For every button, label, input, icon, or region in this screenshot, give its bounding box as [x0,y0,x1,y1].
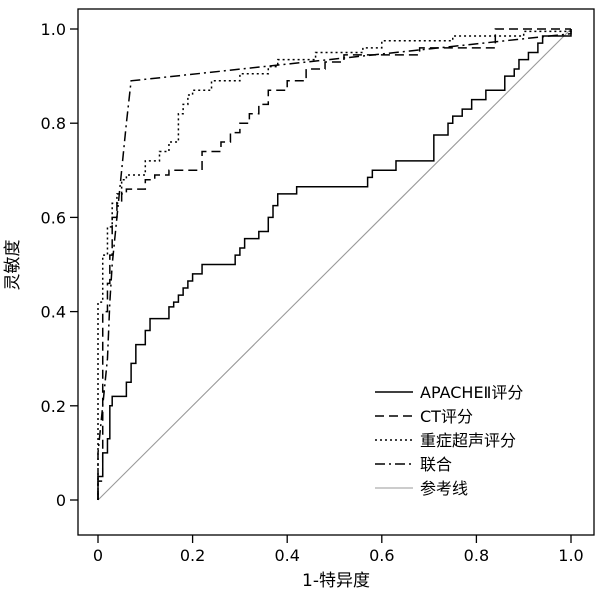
plot-area [77,8,595,536]
series-line-0 [97,29,572,500]
x-tick-label: 1.0 [558,546,583,565]
x-tick-label: 0.4 [274,546,299,565]
plot-frame [77,8,595,536]
series-line-1 [97,28,571,500]
legend-label-2: 重症超声评分 [420,431,516,450]
x-tick-label: 0.2 [180,546,205,565]
axes: 0 0 0.2 0.2 0.4 0.4 0.6 0.6 0.8 0.8 1.0 1.0 [41,20,584,565]
x-tick-label: 0.6 [369,546,394,565]
legend-label-0: APACHEⅡ评分 [420,383,523,402]
x-axis-label: 1-特异度 [302,571,370,590]
x-tick-label: 0.8 [464,546,489,565]
y-tick-label: 1.0 [41,20,66,39]
series-lines [97,28,572,501]
y-tick-label: 0.6 [41,208,66,227]
legend-label-1: CT评分 [420,407,473,426]
x-tick-label: 0 [93,546,103,565]
y-tick-label: 0.2 [41,397,66,416]
series-line-4 [97,28,572,501]
legend-label-4: 参考线 [420,479,468,498]
y-tick-label: 0.8 [41,114,66,133]
series-line-2 [97,29,572,500]
y-axis-label: 灵敏度 [3,240,23,291]
legend-label-3: 联合 [420,455,452,474]
series-line-3 [97,29,572,500]
y-tick-label: 0.4 [41,303,66,322]
y-tick-label: 0 [56,491,66,510]
